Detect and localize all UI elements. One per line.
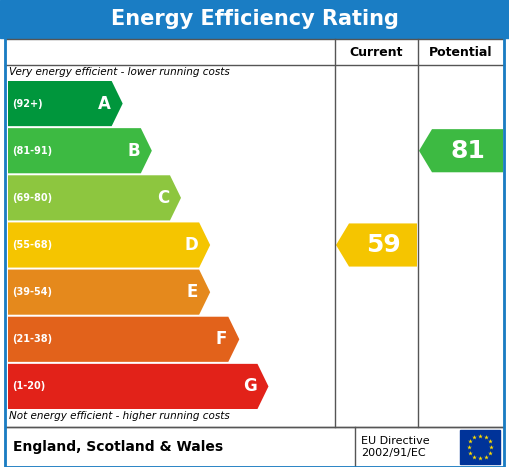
Text: F: F bbox=[216, 330, 228, 348]
Text: C: C bbox=[157, 189, 169, 207]
Polygon shape bbox=[8, 128, 152, 173]
Text: (55-68): (55-68) bbox=[12, 240, 52, 250]
Text: Not energy efficient - higher running costs: Not energy efficient - higher running co… bbox=[9, 411, 230, 421]
Text: Very energy efficient - lower running costs: Very energy efficient - lower running co… bbox=[9, 67, 230, 77]
Text: EU Directive: EU Directive bbox=[361, 436, 430, 446]
Text: (21-38): (21-38) bbox=[12, 334, 52, 344]
Polygon shape bbox=[419, 129, 503, 172]
Text: Energy Efficiency Rating: Energy Efficiency Rating bbox=[110, 9, 399, 29]
Text: (92+): (92+) bbox=[12, 99, 43, 108]
Polygon shape bbox=[8, 81, 123, 126]
Text: A: A bbox=[98, 95, 110, 113]
Text: E: E bbox=[187, 283, 198, 301]
Text: B: B bbox=[127, 142, 140, 160]
Text: England, Scotland & Wales: England, Scotland & Wales bbox=[13, 440, 223, 454]
Bar bbox=[460, 430, 500, 464]
Text: Current: Current bbox=[350, 45, 403, 58]
Text: 2002/91/EC: 2002/91/EC bbox=[361, 448, 426, 458]
Text: (39-54): (39-54) bbox=[12, 287, 52, 297]
Bar bbox=[5, 427, 504, 467]
Text: (69-80): (69-80) bbox=[12, 193, 52, 203]
Polygon shape bbox=[8, 317, 239, 362]
Text: Potential: Potential bbox=[429, 45, 493, 58]
Bar bbox=[0, 0, 509, 38]
Text: 81: 81 bbox=[450, 139, 485, 163]
Polygon shape bbox=[336, 223, 417, 267]
Text: G: G bbox=[243, 377, 257, 396]
Text: (81-91): (81-91) bbox=[12, 146, 52, 156]
Text: D: D bbox=[184, 236, 198, 254]
Polygon shape bbox=[8, 222, 210, 268]
Text: 59: 59 bbox=[365, 233, 401, 257]
Text: (1-20): (1-20) bbox=[12, 382, 45, 391]
Polygon shape bbox=[8, 269, 210, 315]
Polygon shape bbox=[8, 175, 181, 220]
Polygon shape bbox=[8, 364, 268, 409]
Bar bbox=[5, 39, 504, 427]
